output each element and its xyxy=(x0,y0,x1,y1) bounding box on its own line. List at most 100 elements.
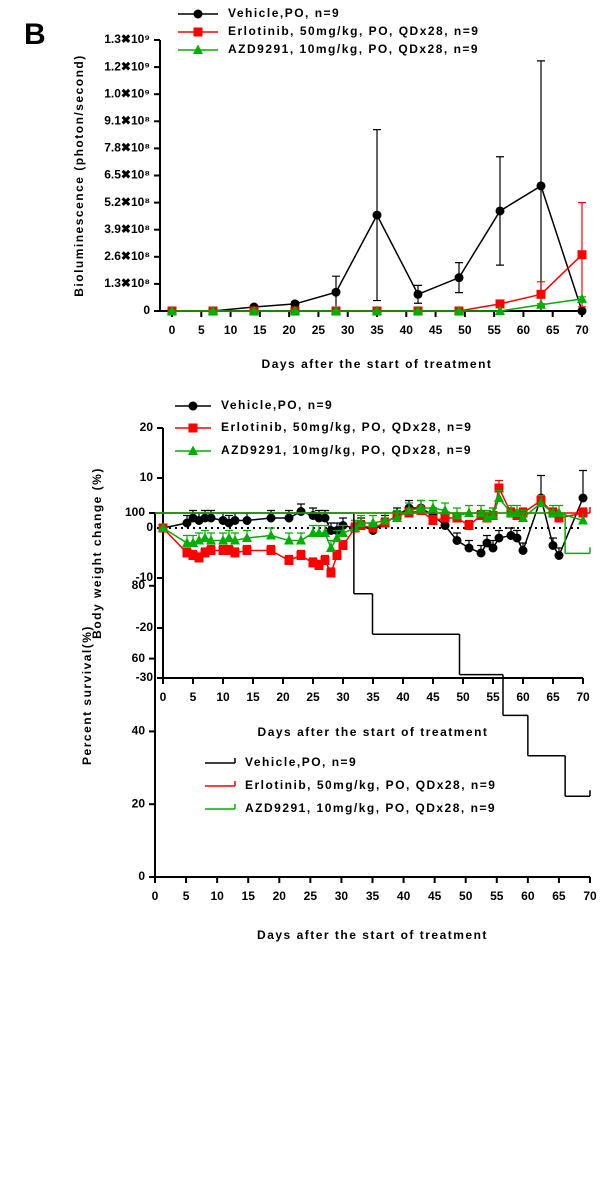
y-tick-label: 0 xyxy=(143,303,150,317)
x-tick-label: 65 xyxy=(546,323,560,337)
x-tick-label: 45 xyxy=(429,323,443,337)
data-point xyxy=(578,307,587,316)
x-tick-label: 25 xyxy=(306,690,320,704)
data-point xyxy=(207,514,216,523)
y-tick-label: 80 xyxy=(132,578,146,592)
data-point xyxy=(465,544,474,553)
data-point xyxy=(243,546,252,555)
x-tick-label: 55 xyxy=(487,323,501,337)
legend-marker xyxy=(194,28,203,37)
x-tick-label: 70 xyxy=(583,889,597,903)
legend-label: Vehicle,PO, n=9 xyxy=(245,755,357,769)
y-tick-label: 6.5✖10⁸ xyxy=(104,168,150,182)
x-tick-label: 5 xyxy=(183,889,190,903)
data-point xyxy=(321,556,330,565)
data-point xyxy=(579,494,588,503)
y-tick-label: 1.3✖10⁸ xyxy=(104,276,150,290)
y-axis-label: Body weight change (%) xyxy=(90,467,104,639)
x-tick-label: 5 xyxy=(198,323,205,337)
data-point xyxy=(339,541,348,550)
data-point xyxy=(496,206,505,215)
y-tick-label: 1.3✖10⁹ xyxy=(104,32,150,46)
x-tick-label: 10 xyxy=(216,690,230,704)
data-point xyxy=(243,516,252,525)
x-tick-label: 25 xyxy=(304,889,318,903)
legend-label: Erlotinib, 50mg/kg, PO, QDx28, n=9 xyxy=(245,778,496,792)
data-point xyxy=(578,250,587,259)
x-tick-label: 20 xyxy=(276,690,290,704)
x-tick-label: 40 xyxy=(397,889,411,903)
data-point xyxy=(231,549,240,558)
legend-label: Vehicle,PO, n=9 xyxy=(228,6,340,20)
data-point xyxy=(489,544,498,553)
x-tick-label: 65 xyxy=(552,889,566,903)
y-tick-label: 1.0✖10⁹ xyxy=(104,86,150,100)
data-point xyxy=(326,543,336,553)
data-point xyxy=(465,521,474,530)
x-tick-label: 65 xyxy=(546,690,560,704)
y-tick-label: 10 xyxy=(140,470,154,484)
x-tick-label: 20 xyxy=(273,889,287,903)
y-tick-label: 0 xyxy=(146,520,153,534)
data-point xyxy=(333,551,342,560)
x-tick-label: 60 xyxy=(516,690,530,704)
y-tick-label: 0 xyxy=(138,869,145,883)
data-point xyxy=(321,514,330,523)
data-point xyxy=(285,556,294,565)
x-tick-label: 40 xyxy=(400,323,414,337)
x-tick-label: 10 xyxy=(210,889,224,903)
y-tick-label: 20 xyxy=(140,420,154,434)
x-tick-label: 25 xyxy=(312,323,326,337)
legend-label: Vehicle,PO, n=9 xyxy=(221,398,333,412)
legend-label: Erlotinib, 50mg/kg, PO, QDx28, n=9 xyxy=(221,420,472,434)
data-point xyxy=(519,546,528,555)
data-point xyxy=(297,507,306,516)
x-tick-label: 60 xyxy=(521,889,535,903)
x-axis-label: Days after the start of treatment xyxy=(257,928,488,942)
x-tick-label: 30 xyxy=(336,690,350,704)
data-point xyxy=(266,530,276,540)
data-point xyxy=(207,546,216,555)
y-tick-label: -20 xyxy=(136,620,154,634)
data-point xyxy=(455,273,464,282)
figure: B 01.3✖10⁸2.6✖10⁸3.9✖10⁸5.2✖10⁸6.5✖10⁸7.… xyxy=(0,0,615,1203)
x-tick-label: 35 xyxy=(366,690,380,704)
y-tick-label: -30 xyxy=(136,670,154,684)
x-tick-label: 70 xyxy=(575,323,589,337)
x-tick-label: 50 xyxy=(458,323,472,337)
y-tick-label: 3.9✖10⁸ xyxy=(104,222,150,236)
y-tick-label: 100 xyxy=(125,505,145,519)
x-tick-label: 15 xyxy=(253,323,267,337)
data-point xyxy=(414,290,423,299)
x-axis-label: Days after the start of treatment xyxy=(262,357,493,371)
x-tick-label: 35 xyxy=(370,323,384,337)
x-tick-label: 45 xyxy=(426,690,440,704)
data-point xyxy=(537,290,546,299)
y-tick-label: 5.2✖10⁸ xyxy=(104,195,150,209)
x-tick-label: 50 xyxy=(459,889,473,903)
x-tick-label: 60 xyxy=(517,323,531,337)
data-point xyxy=(373,211,382,220)
legend-label: AZD9291, 10mg/kg, PO, QDx28, n=9 xyxy=(221,443,472,457)
x-tick-label: 55 xyxy=(486,690,500,704)
data-point xyxy=(441,514,450,523)
data-point xyxy=(453,536,462,545)
x-tick-label: 50 xyxy=(456,690,470,704)
y-axis-label: Percent survival(%) xyxy=(80,625,94,765)
x-tick-label: 55 xyxy=(490,889,504,903)
data-point xyxy=(267,514,276,523)
data-point xyxy=(327,569,336,578)
panel-label: B xyxy=(24,18,46,51)
legend-label: AZD9291, 10mg/kg, PO, QDx28, n=9 xyxy=(245,801,496,815)
x-tick-label: 10 xyxy=(224,323,238,337)
x-tick-label: 45 xyxy=(428,889,442,903)
legend-marker xyxy=(189,424,198,433)
data-point xyxy=(231,516,240,525)
data-point xyxy=(285,514,294,523)
data-point xyxy=(429,516,438,525)
y-tick-label: 1.2✖10⁹ xyxy=(104,59,150,73)
x-tick-label: 5 xyxy=(190,690,197,704)
x-tick-label: 70 xyxy=(576,690,590,704)
x-tick-label: 40 xyxy=(396,690,410,704)
y-axis-label: Bioluminescence (photon/second) xyxy=(72,54,86,297)
